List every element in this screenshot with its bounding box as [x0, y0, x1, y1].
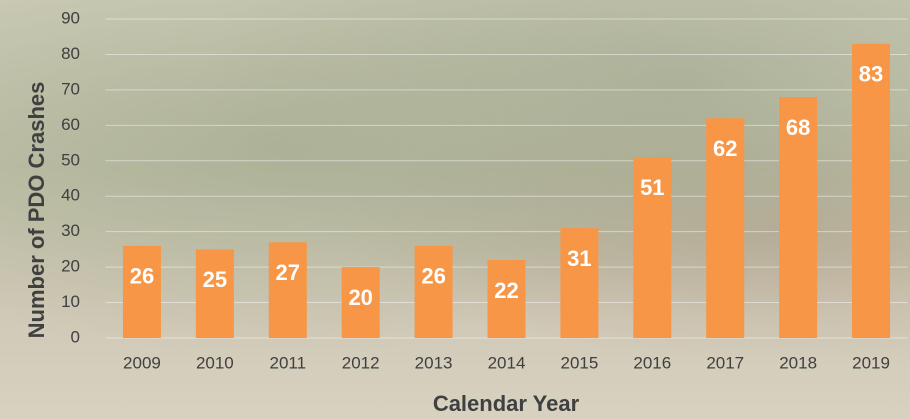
y-tick-label: 70: [61, 79, 80, 98]
x-tick-label: 2011: [269, 353, 306, 372]
x-tick-label: 2013: [415, 353, 453, 372]
x-tick-label: 2012: [342, 353, 380, 372]
y-axis-title: Number of PDO Crashes: [24, 82, 49, 339]
value-label: 20: [348, 285, 372, 310]
value-label: 22: [494, 278, 518, 303]
x-tick-label: 2015: [560, 353, 598, 372]
x-axis-title: Calendar Year: [433, 391, 580, 416]
value-label: 25: [203, 267, 227, 292]
x-tick-label: 2016: [633, 353, 671, 372]
y-tick-label: 60: [61, 115, 80, 134]
y-tick-label: 0: [71, 327, 80, 346]
value-label: 31: [567, 246, 591, 271]
x-tick-label: 2017: [706, 353, 744, 372]
bar: [706, 118, 745, 338]
bar: [195, 249, 234, 338]
bar: [122, 245, 161, 338]
x-tick-label: 2009: [123, 353, 161, 372]
y-tick-label: 10: [61, 292, 80, 311]
value-label: 62: [713, 136, 737, 161]
x-tick-label: 2014: [488, 353, 526, 372]
bar: [341, 267, 380, 338]
bar: [414, 245, 453, 338]
bar: [560, 228, 599, 338]
value-label: 68: [786, 115, 810, 140]
value-label: 83: [859, 62, 883, 87]
value-label: 26: [421, 264, 445, 289]
x-tick-label: 2019: [852, 353, 890, 372]
bar: [852, 43, 891, 339]
y-tick-label: 20: [61, 257, 80, 276]
bar: [633, 157, 672, 338]
value-label: 51: [640, 175, 664, 200]
value-label: 26: [130, 264, 154, 289]
y-tick-label: 40: [61, 186, 80, 205]
y-tick-label: 90: [61, 8, 80, 27]
x-tick-label: 2010: [196, 353, 234, 372]
y-tick-label: 50: [61, 150, 80, 169]
y-tick-label: 30: [61, 221, 80, 240]
y-tick-label: 80: [61, 44, 80, 63]
x-tick-label: 2018: [779, 353, 817, 372]
bar: [268, 242, 307, 338]
value-label: 27: [276, 260, 300, 285]
bar: [487, 260, 526, 338]
bar: [779, 96, 818, 338]
